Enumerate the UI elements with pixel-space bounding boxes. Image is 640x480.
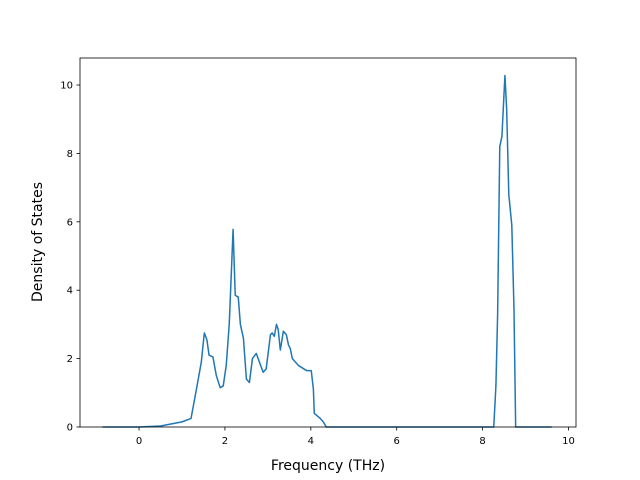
x-axis-label: Frequency (THz) xyxy=(271,458,385,474)
y-tick-label: 6 xyxy=(67,217,73,228)
x-tick-label: 2 xyxy=(222,436,228,447)
x-tick-label: 6 xyxy=(394,436,400,447)
y-tick-label: 2 xyxy=(67,354,73,365)
y-axis-label: Density of States xyxy=(30,182,46,302)
plot-frame xyxy=(79,57,577,428)
y-tick-label: 0 xyxy=(67,423,73,434)
x-tick-label: 8 xyxy=(479,436,485,447)
line xyxy=(102,74,552,428)
x-tick-label: 10 xyxy=(562,436,575,447)
y-tick-label: 4 xyxy=(67,286,73,297)
y-tick-label: 8 xyxy=(67,149,73,160)
y-tick-label: 10 xyxy=(60,81,73,92)
x-tick-label: 4 xyxy=(308,436,314,447)
x-tick-label: 0 xyxy=(136,436,142,447)
